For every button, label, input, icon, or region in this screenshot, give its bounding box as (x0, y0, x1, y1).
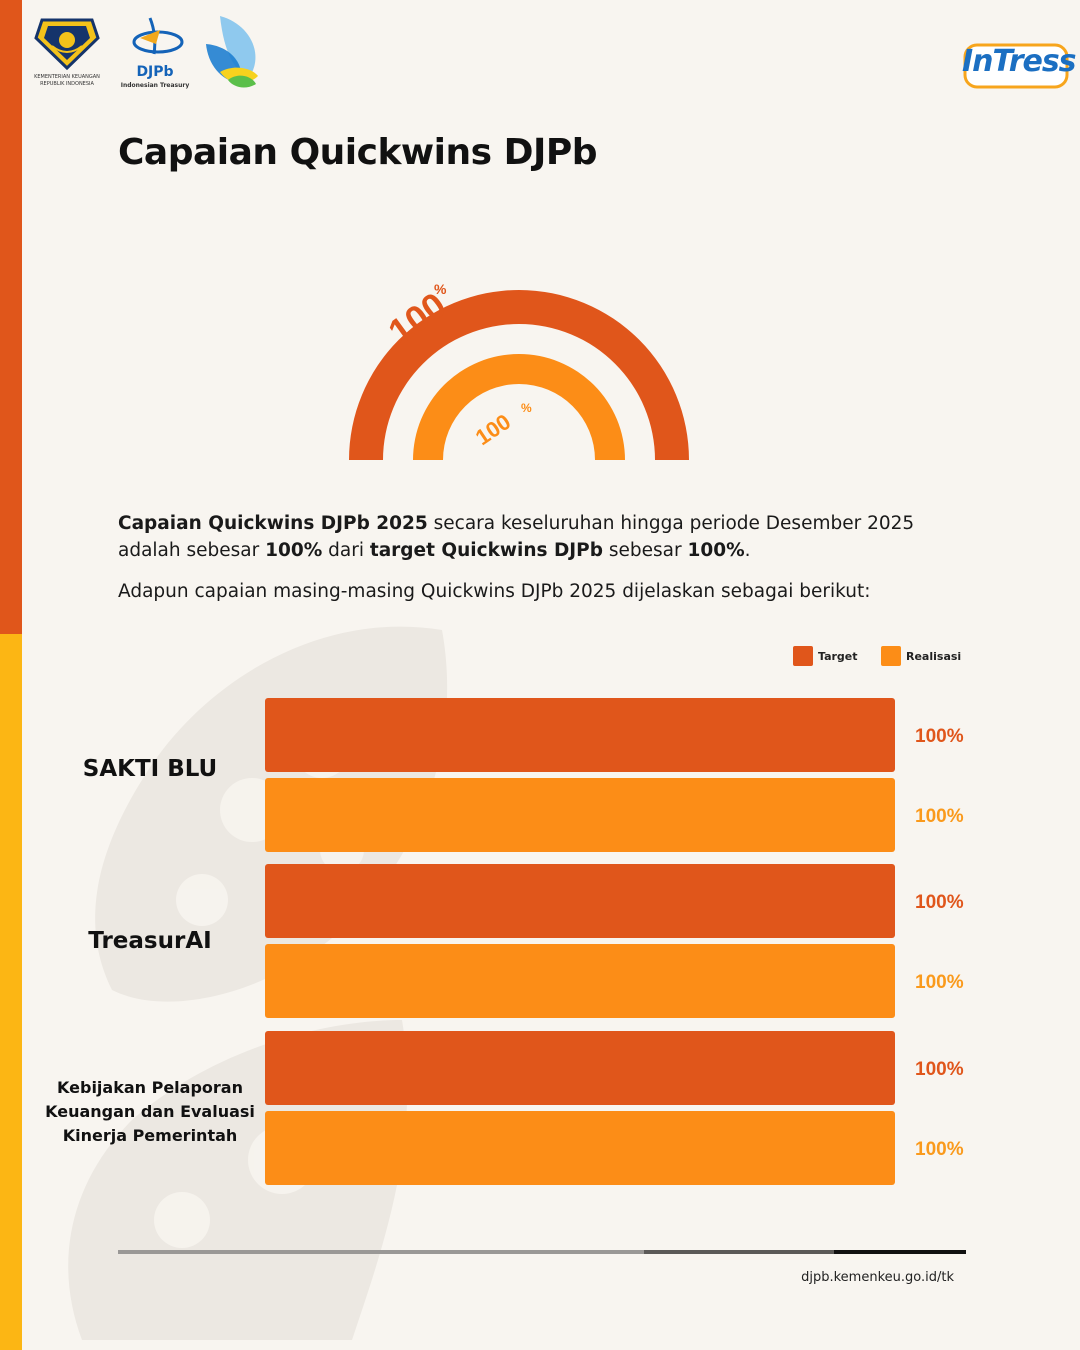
legend-item-realisasi: Realisasi (881, 646, 961, 666)
summary-paragraph: Capaian Quickwins DJPb 2025 secara kesel… (118, 513, 915, 561)
kemenkeu-emblem-icon (34, 18, 100, 71)
bar-chart-plot: 100% 100% 100% 100% 100% 100% (265, 698, 964, 1185)
category-label-sakti-blu: SAKTI BLU (82, 756, 218, 782)
gauge-chart: 100 % 100 % (349, 281, 689, 460)
bar-target-2 (265, 1031, 895, 1105)
gauge-inner-value: 100 (471, 409, 515, 450)
bar-label-realisasi-1: 100% (915, 972, 964, 993)
kemenkeu-logo: KEMENTERIAN KEUANGAN REPUBLIK INDONESIA (30, 14, 104, 94)
djpb-logo: DJPb Indonesian Treasury (120, 14, 190, 94)
page-title: Capaian Quickwins DJPb (118, 132, 598, 173)
intress-wordmark: InTress (962, 44, 1077, 79)
gauge-inner-unit: % (521, 401, 532, 415)
bar-label-realisasi-0: 100% (915, 806, 964, 827)
category-label-treasurai: TreasurAI (88, 928, 212, 954)
side-accent-yellow (0, 634, 22, 1350)
bar-target-1 (265, 864, 895, 938)
legend-label-target: Target (818, 649, 858, 663)
category-label-kebijakan: Kebijakan Pelaporan Keuangan dan Evaluas… (45, 1078, 255, 1145)
footer-url: djpb.kemenkeu.go.id/tk (801, 1270, 954, 1285)
intro-paragraph: Adapun capaian masing-masing Quickwins D… (118, 581, 871, 602)
footer-divider (118, 1250, 966, 1254)
legend-item-target: Target (793, 646, 858, 666)
bar-realisasi-1 (265, 944, 895, 1018)
bar-target-0 (265, 698, 895, 772)
kemenkeu-name: KEMENTERIAN KEUANGAN REPUBLIK INDONESIA (34, 74, 100, 87)
gauge-outer-arc (349, 290, 689, 460)
djpb-tagline: Indonesian Treasury (120, 82, 190, 89)
side-accent-orange (0, 0, 22, 634)
gauge-outer-unit: % (434, 281, 447, 297)
bar-chart: SAKTI BLU TreasurAI Kebijakan Pelaporan … (0, 680, 1080, 1200)
bar-label-target-2: 100% (915, 1059, 964, 1080)
legend-swatch-target (793, 646, 813, 666)
intress-badge-icon (963, 43, 1069, 89)
bar-label-target-1: 100% (915, 892, 964, 913)
leaf-logo-icon (206, 16, 258, 88)
bar-label-realisasi-2: 100% (915, 1139, 964, 1160)
bar-label-target-0: 100% (915, 726, 964, 747)
legend-swatch-realisasi (881, 646, 901, 666)
bar-realisasi-0 (265, 778, 895, 852)
djpb-wordmark: DJPb (136, 64, 174, 80)
gauge-inner-arc (413, 354, 625, 460)
djpb-emblem-icon (132, 17, 184, 55)
intress-logo: InTress (962, 42, 1077, 90)
bar-realisasi-2 (265, 1111, 895, 1185)
legend-label-realisasi: Realisasi (906, 649, 962, 663)
